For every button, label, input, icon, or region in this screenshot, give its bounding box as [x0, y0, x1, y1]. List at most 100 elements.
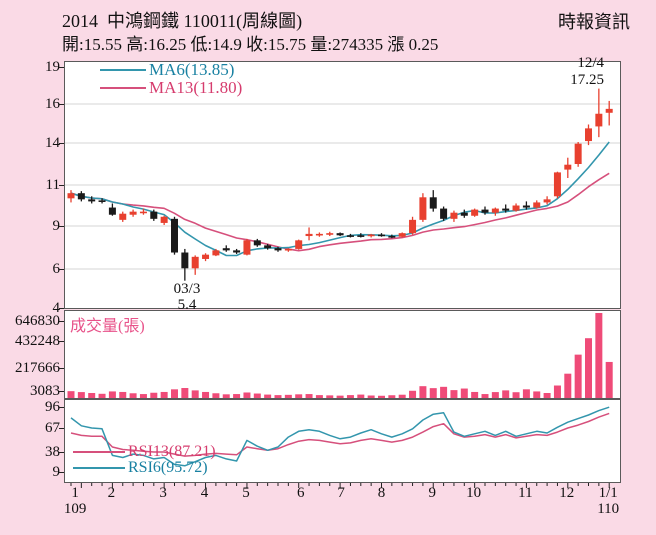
axis-tick	[59, 226, 64, 227]
x-axis-month-label: 4	[200, 485, 209, 501]
chart-title: 2014 中鴻鋼鐵 110011(周線圖)	[62, 11, 303, 31]
ma13-line-swatch	[100, 87, 146, 89]
volume-bar	[450, 390, 458, 398]
volume-bar	[346, 395, 354, 398]
volume-bar	[543, 393, 551, 398]
rsi-axis-label: 96	[45, 399, 60, 415]
volume-bar	[502, 390, 510, 398]
volume-bar	[491, 392, 499, 398]
price-panel	[64, 61, 621, 309]
high-annotation-date: 12/4	[577, 55, 604, 71]
volume-bar	[315, 395, 323, 398]
candle	[119, 213, 127, 220]
volume-bar	[98, 393, 106, 398]
volume-bar	[129, 393, 137, 398]
candle	[388, 236, 396, 238]
candle	[491, 208, 499, 213]
volume-bar	[253, 393, 261, 398]
axis-tick	[59, 67, 64, 68]
volume-chart-svg	[67, 313, 613, 398]
x-axis-month-label: 6	[297, 485, 305, 501]
candle	[150, 211, 158, 219]
axis-tick	[59, 269, 64, 270]
candle	[139, 211, 147, 214]
candle	[502, 208, 510, 211]
volume-bar	[460, 388, 468, 398]
volume-bar	[585, 338, 592, 398]
volume-bar	[108, 391, 116, 398]
volume-bar	[212, 393, 220, 398]
ma6-line-swatch	[100, 69, 146, 71]
candle	[212, 250, 220, 256]
axis-tick	[59, 452, 64, 453]
x-axis-month-label: 11	[518, 485, 533, 501]
candle	[264, 245, 272, 249]
x-axis-month-label: 3	[159, 485, 167, 501]
rsi-panel	[64, 399, 621, 483]
ma6-legend-row: MA6(13.85)	[100, 60, 242, 79]
volume-bar	[481, 394, 489, 398]
candle	[129, 211, 137, 215]
data-source-label: 時報資訊	[558, 12, 630, 32]
candle	[326, 233, 334, 235]
candle	[522, 205, 530, 208]
year-start-label: 109	[63, 501, 87, 517]
volume-bar	[471, 391, 479, 398]
rsi6-legend-label: RSI6(95.72)	[128, 459, 208, 476]
candle	[315, 233, 323, 236]
price-axis-label: 4	[52, 300, 61, 316]
volume-axis-label: 3083	[30, 383, 60, 399]
candle	[429, 197, 437, 209]
volume-bar	[533, 391, 541, 398]
price-axis-label: 11	[45, 177, 60, 193]
price-axis-label: 9	[52, 218, 61, 234]
candle	[595, 113, 603, 127]
price-axis-label: 6	[52, 261, 61, 277]
candle	[191, 256, 199, 269]
volume-bar	[440, 386, 448, 398]
x-axis-month-label: 7	[337, 485, 345, 501]
rsi-axis-label: 67	[45, 420, 60, 436]
volume-bar	[295, 394, 303, 398]
volume-bar	[409, 390, 417, 398]
volume-bar	[150, 392, 158, 398]
axis-tick	[59, 428, 64, 429]
x-axis-month-label: 5	[242, 485, 250, 501]
candle	[357, 235, 365, 237]
candle	[202, 254, 210, 259]
volume-bar	[202, 391, 210, 398]
volume-bar	[564, 373, 572, 398]
volume-bar	[429, 388, 437, 398]
axis-tick	[59, 391, 64, 392]
candle	[233, 250, 241, 253]
axis-tick	[59, 104, 64, 105]
volume-bar	[336, 395, 344, 398]
low-annotation: 03/3 5.4	[156, 281, 218, 313]
volume-bar	[181, 388, 189, 398]
volume-bar	[139, 394, 147, 398]
volume-bar	[605, 361, 613, 398]
candle	[88, 199, 96, 202]
x-axis-month-label: 1	[71, 485, 79, 501]
axis-tick	[59, 185, 64, 186]
volume-axis-label: 646830	[15, 313, 60, 329]
volume-bar	[274, 395, 282, 398]
axis-tick	[59, 341, 64, 342]
volume-bar	[264, 394, 272, 398]
volume-bar	[305, 394, 313, 398]
high-annotation: 12/4 17.25	[540, 55, 604, 89]
volume-bar	[553, 385, 561, 398]
volume-bar	[419, 386, 427, 398]
ma-legend: MA6(13.85) MA13(11.80)	[100, 60, 242, 97]
candle	[553, 172, 561, 197]
volume-bar	[233, 394, 241, 398]
price-chart-svg	[65, 88, 620, 281]
rsi13-line-swatch	[73, 451, 125, 453]
candle	[253, 240, 261, 246]
axis-tick	[59, 143, 64, 144]
volume-bar	[284, 394, 292, 398]
volume-bar	[367, 395, 375, 398]
candle	[108, 207, 116, 215]
rsi-chart-svg	[70, 406, 610, 467]
